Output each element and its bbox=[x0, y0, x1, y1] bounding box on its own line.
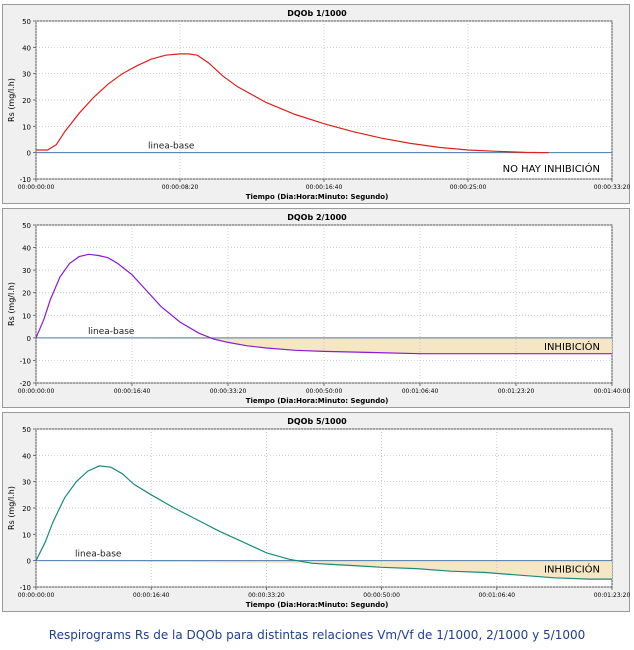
chart-panel-2: DQOb 2/1000 -20 -10 0 10 20 30 40 50 00:00:00:00 0… bbox=[2, 208, 630, 408]
y-tick-label: 50 bbox=[22, 222, 31, 230]
figure-caption: Respirograms Rs de la DQOb para distinta… bbox=[48, 628, 586, 642]
baseline-label: linea-base bbox=[75, 550, 122, 560]
baseline-label: linea-base bbox=[88, 327, 135, 337]
y-tick-label: 0 bbox=[27, 150, 31, 158]
x-tick-label: 00:00:00:00 bbox=[18, 184, 55, 191]
y-axis-label: Rs (mg/l.h) bbox=[7, 78, 16, 122]
y-tick-label: 10 bbox=[22, 531, 31, 539]
chart-3-svg: DQOb 5/1000 -10 0 10 20 30 40 50 00:00:00:00 00:0… bbox=[7, 417, 631, 609]
inhibition-region bbox=[36, 560, 612, 580]
y-tick-label: 20 bbox=[22, 505, 31, 513]
inhibition-annotation: NO HAY INHIBICIÓN bbox=[503, 162, 600, 175]
y-tick-label: 10 bbox=[22, 312, 31, 320]
y-tick-label: 40 bbox=[22, 452, 31, 460]
x-tick-label: 00:00:00:00 bbox=[18, 592, 55, 599]
y-tick-label: 40 bbox=[22, 44, 31, 52]
x-tick-label: 00:00:16:40 bbox=[306, 184, 343, 191]
y-tick-label: 40 bbox=[22, 245, 31, 253]
y-tick-label: -10 bbox=[20, 176, 31, 184]
x-tick-label: 00:01:23:20 bbox=[498, 388, 535, 395]
x-tick-label: 00:00:50:00 bbox=[363, 592, 400, 599]
series-line bbox=[36, 53, 549, 154]
x-tick-label: 00:00:33:20 bbox=[210, 388, 247, 395]
y-tick-label: 30 bbox=[22, 267, 31, 275]
x-tick-label: 00:01:06:40 bbox=[478, 592, 515, 599]
baseline-label: linea-base bbox=[148, 142, 195, 152]
x-tick-label: 00:01:40:00 bbox=[594, 388, 631, 395]
x-tick-label: 00:01:06:40 bbox=[402, 388, 439, 395]
y-tick-label: 20 bbox=[22, 97, 31, 105]
chart-2-svg: DQOb 2/1000 -20 -10 0 10 20 30 40 50 00:00:00:00 0… bbox=[7, 213, 631, 405]
y-tick-label: 30 bbox=[22, 479, 31, 487]
x-tick-label: 00:01:23:20 bbox=[594, 592, 631, 599]
y-tick-label: 50 bbox=[22, 18, 31, 26]
chart-title: DQOb 2/1000 bbox=[287, 213, 347, 222]
y-tick-label: -10 bbox=[20, 584, 31, 592]
y-tick-label: 0 bbox=[27, 335, 31, 343]
chart-panel-1: DQOb 1/1000 -10 0 10 20 30 40 50 00:00:00:00 00:0… bbox=[2, 4, 630, 204]
y-tick-label: 20 bbox=[22, 290, 31, 298]
y-axis-label: Rs (mg/l.h) bbox=[7, 486, 16, 530]
x-tick-label: 00:00:33:20 bbox=[248, 592, 285, 599]
chart-panel-3: DQOb 5/1000 -10 0 10 20 30 40 50 00:00:00:00 00:0… bbox=[2, 412, 630, 612]
x-tick-label: 00:00:00:00 bbox=[18, 388, 55, 395]
series-line bbox=[35, 253, 612, 355]
inhibition-annotation: INHIBICIÓN bbox=[544, 340, 600, 353]
y-tick-label: -20 bbox=[20, 380, 31, 388]
x-tick-label: 00:00:50:00 bbox=[306, 388, 343, 395]
x-axis-label: Tiempo (Dia:Hora:Minuto: Segundo) bbox=[246, 601, 389, 609]
y-tick-label: 30 bbox=[22, 71, 31, 79]
chart-title: DQOb 5/1000 bbox=[287, 417, 347, 426]
x-tick-label: 00:00:08:20 bbox=[162, 184, 199, 191]
y-axis-label: Rs (mg/l.h) bbox=[7, 282, 16, 326]
x-tick-label: 00:00:33:20 bbox=[594, 184, 631, 191]
y-tick-label: 50 bbox=[22, 426, 31, 434]
x-tick-label: 00:00:16:40 bbox=[114, 388, 151, 395]
y-tick-label: 0 bbox=[27, 558, 31, 566]
series-line bbox=[35, 465, 612, 580]
chart-title: DQOb 1/1000 bbox=[287, 9, 347, 18]
x-axis-label: Tiempo (Dia:Hora:Minuto: Segundo) bbox=[246, 193, 389, 201]
y-tick-label: 10 bbox=[22, 123, 31, 131]
chart-1-svg: DQOb 1/1000 -10 0 10 20 30 40 50 00:00:00:00 00:0… bbox=[7, 9, 631, 201]
inhibition-annotation: INHIBICIÓN bbox=[544, 563, 600, 576]
x-tick-label: 00:00:25:00 bbox=[450, 184, 487, 191]
x-axis-label: Tiempo (Dia:Hora:Minuto: Segundo) bbox=[246, 397, 389, 405]
x-tick-label: 00:00:16:40 bbox=[133, 592, 170, 599]
y-tick-label: -10 bbox=[20, 357, 31, 365]
